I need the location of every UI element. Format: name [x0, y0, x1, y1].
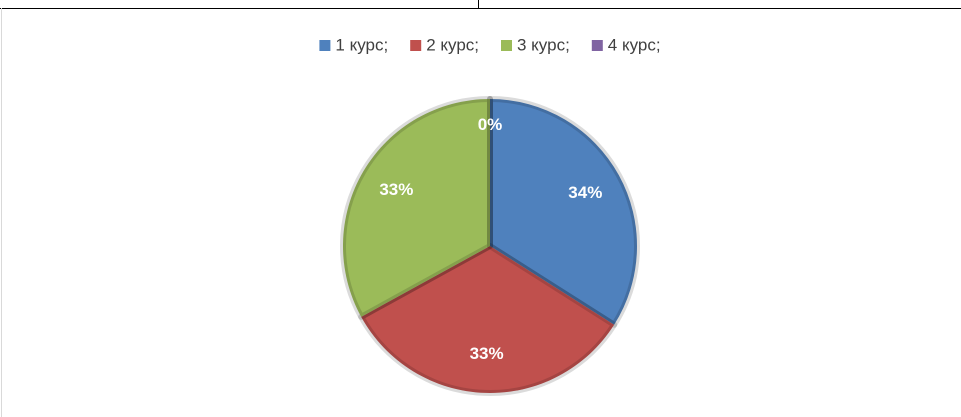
legend-swatch: [410, 40, 422, 51]
data-labels: 34% 33% 33% 0%: [379, 115, 602, 363]
legend-swatch: [501, 40, 512, 51]
legend-swatch: [591, 40, 603, 51]
legend-label: 2 курс;: [426, 35, 479, 54]
pie-slice: [487, 96, 640, 328]
data-label: 33%: [379, 180, 413, 199]
legend-swatch: [319, 40, 331, 51]
data-label: 0%: [478, 115, 503, 134]
legend-label: 4 курс;: [608, 35, 661, 54]
legend: 1 курс; 2 курс; 3 курс; 4 курс;: [319, 35, 661, 54]
pie: [340, 96, 640, 396]
data-label: 34%: [568, 183, 602, 202]
data-label: 33%: [470, 344, 504, 363]
pie-slice: [340, 96, 493, 320]
pie-slice: [358, 243, 618, 396]
legend-label: 3 курс;: [517, 35, 570, 54]
legend-label: 1 курс;: [335, 35, 388, 54]
